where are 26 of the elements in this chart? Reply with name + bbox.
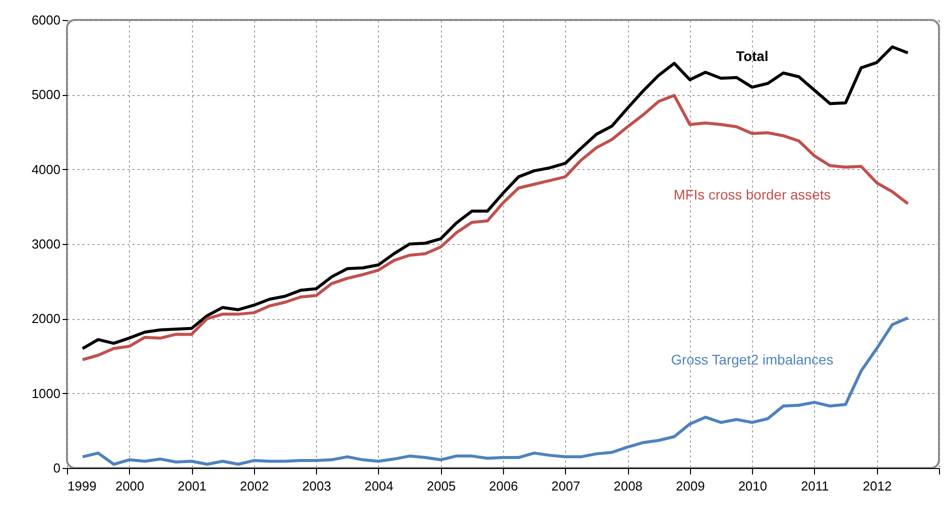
y-tick-label: 6000 [32, 12, 60, 28]
y-tick-label: 4000 [32, 162, 60, 177]
x-tick-label: 1999 [68, 478, 96, 494]
series-label: Total [736, 48, 768, 64]
y-tick-label: 5000 [32, 87, 60, 102]
x-tick-label: 2001 [178, 478, 207, 494]
series-label: Gross Target2 imbalances [670, 351, 834, 368]
x-tick-label: 2005 [426, 478, 456, 494]
x-tick-label: 2011 [800, 478, 829, 494]
line-series [81, 45, 910, 350]
x-tick-label: 2012 [862, 478, 892, 494]
x-tick-label: 2003 [302, 478, 332, 494]
x-tick-label: 2007 [551, 478, 580, 494]
y-tick-label: 0 [53, 460, 60, 476]
x-tick-label: 2008 [614, 478, 643, 494]
x-tick-label: 2006 [489, 478, 518, 494]
y-tick-label: 1000 [32, 386, 60, 401]
x-tick-label: 2000 [115, 478, 144, 494]
y-tick-label: 2000 [32, 311, 60, 326]
line-series [81, 316, 910, 466]
series-label: MFIs cross border assets [674, 186, 831, 202]
x-tick-label: 2004 [364, 478, 394, 494]
x-tick-label: 2009 [676, 478, 705, 494]
x-tick-label: 2002 [240, 478, 269, 494]
x-tick-label: 2010 [738, 478, 768, 494]
y-tick-label: 3000 [32, 236, 60, 252]
